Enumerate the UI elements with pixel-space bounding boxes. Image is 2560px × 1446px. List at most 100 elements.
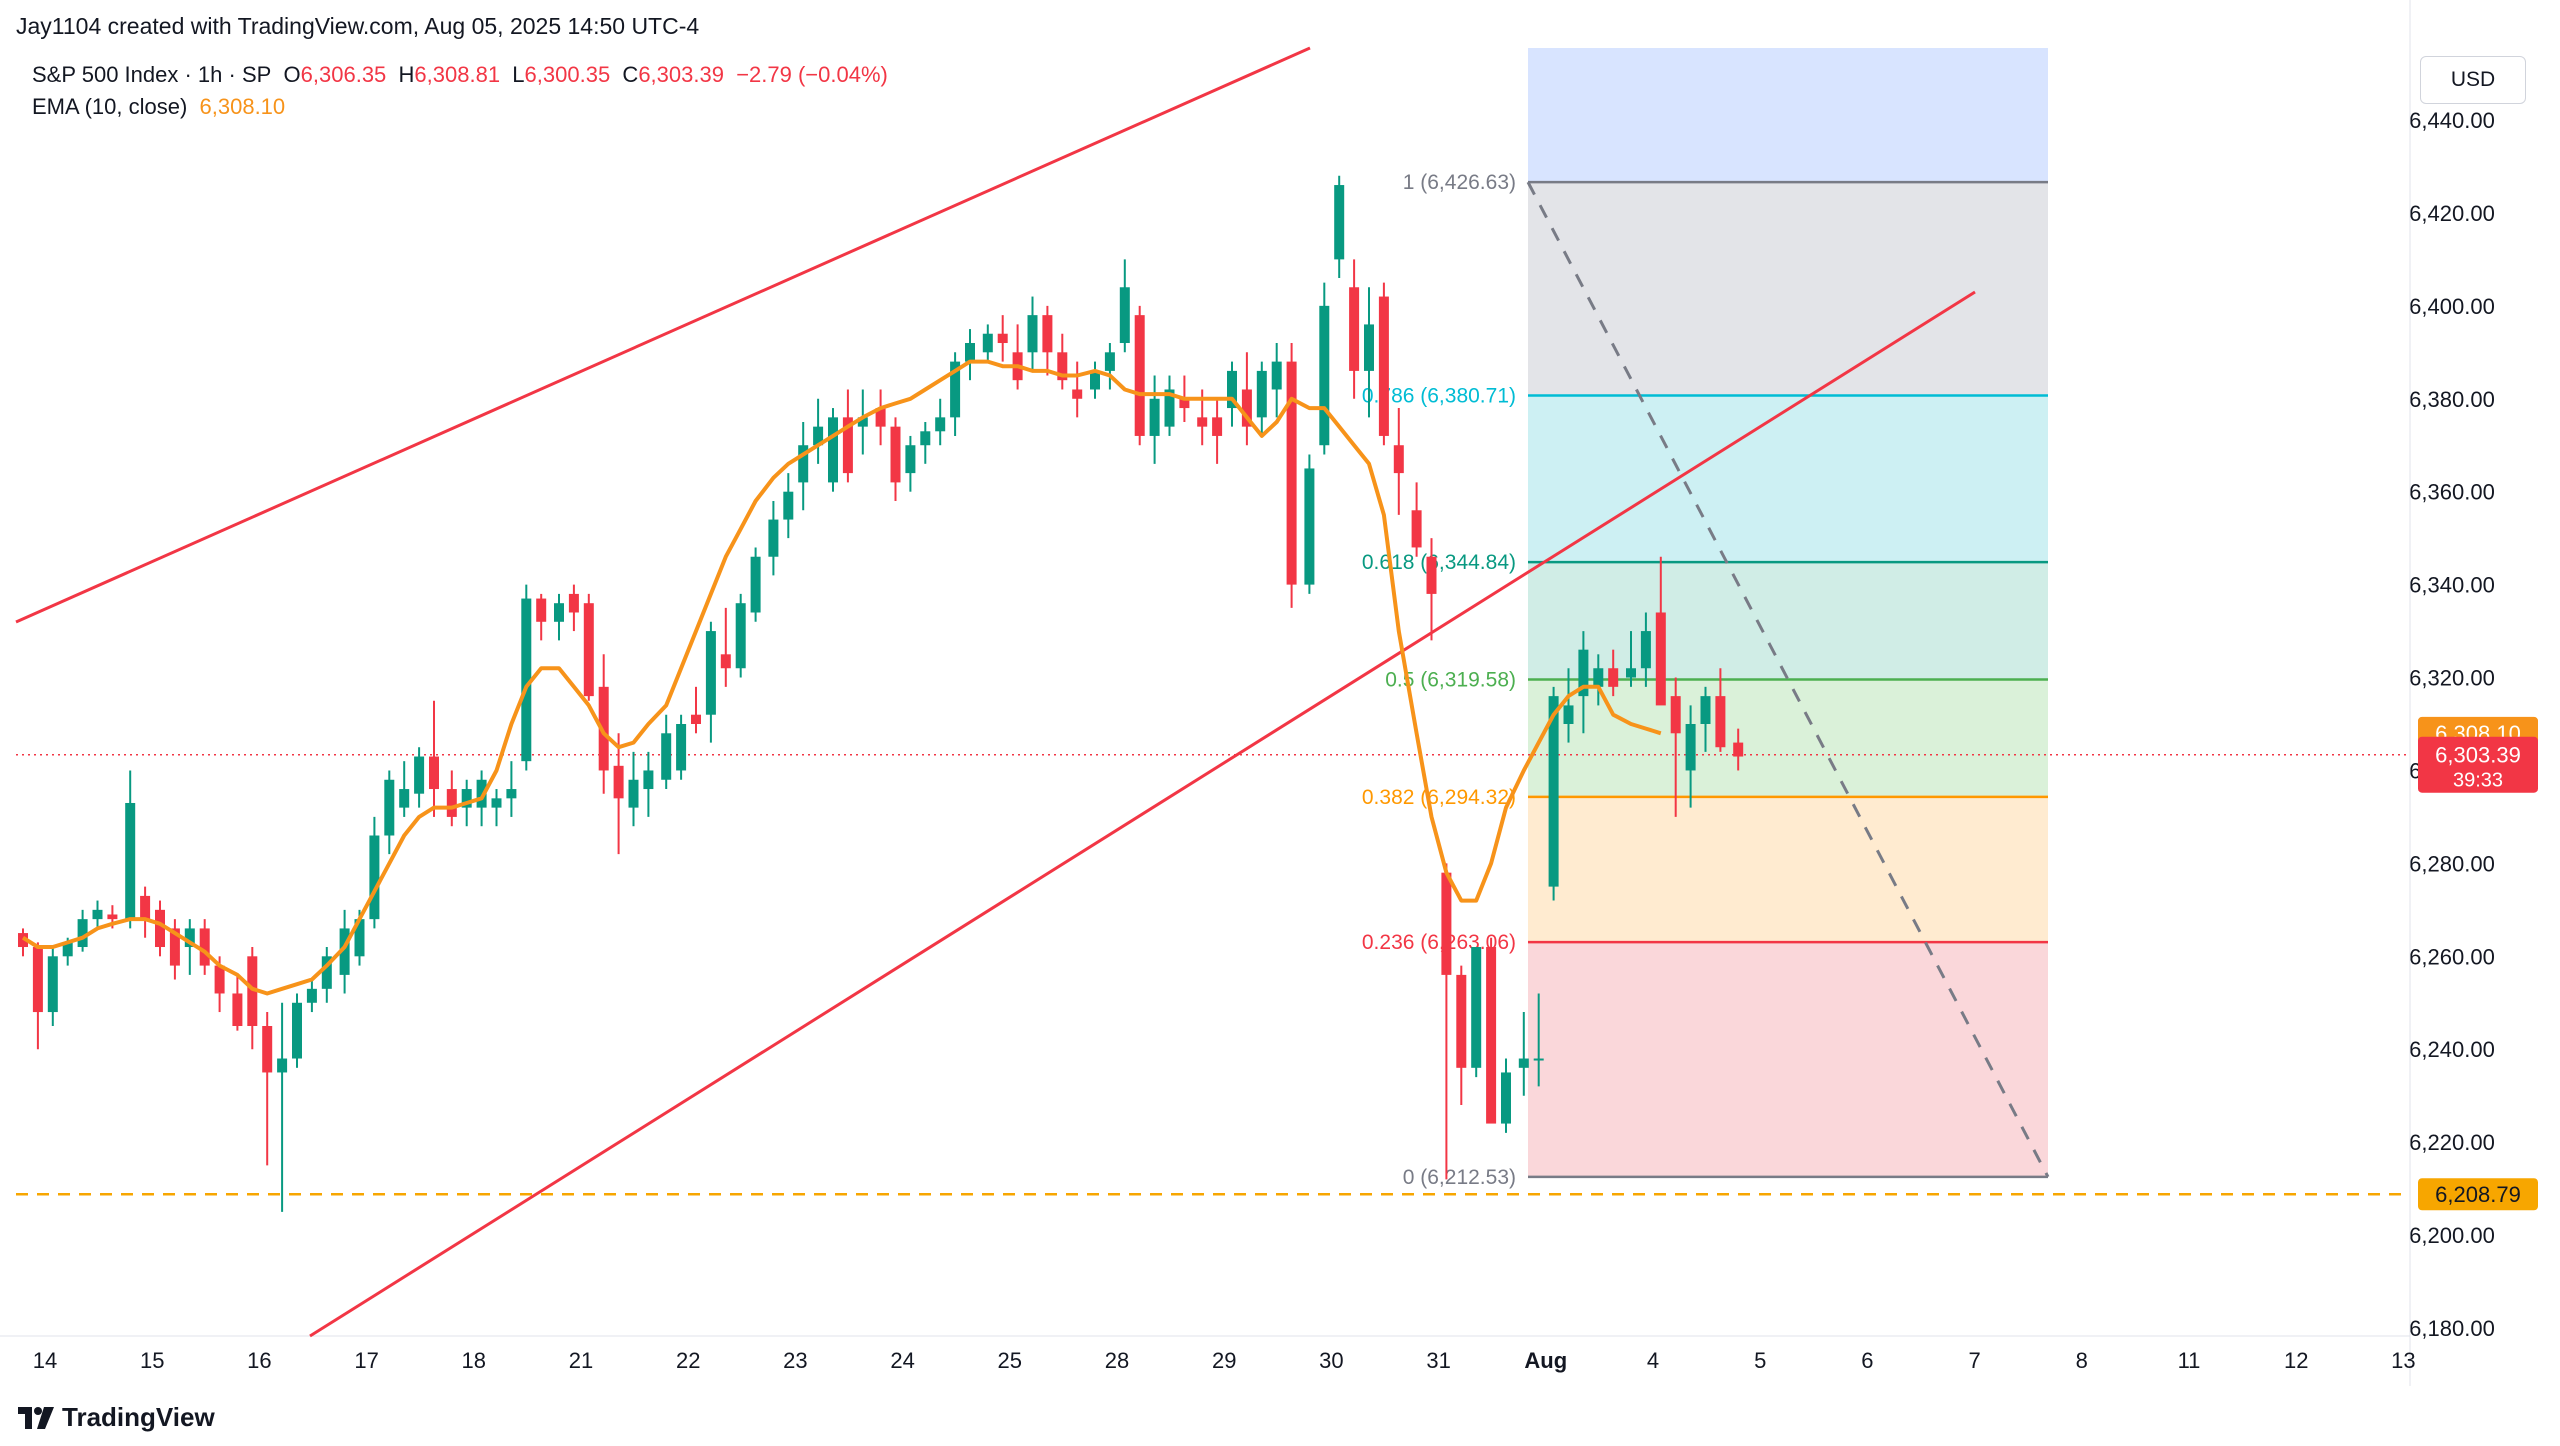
candle-body[interactable] [628,779,639,808]
candle-body[interactable] [890,426,901,483]
candle-body[interactable] [1700,696,1711,724]
candle-body[interactable] [1334,185,1345,260]
candle-body[interactable] [875,408,886,427]
candle-body[interactable] [32,947,43,1013]
candle-body[interactable] [735,603,746,669]
candle-body[interactable] [1349,287,1360,371]
candle-body[interactable] [661,733,672,780]
candle-body[interactable] [247,956,258,1026]
candle-body[interactable] [1304,468,1315,585]
candle-body[interactable] [1134,315,1145,436]
candle-body[interactable] [1271,361,1282,390]
candle-body[interactable] [1057,352,1068,381]
candle-body[interactable] [262,1026,273,1073]
ema-label[interactable]: EMA (10, close) [32,94,188,119]
candle-body[interactable] [568,593,579,613]
candle-body[interactable] [414,756,425,794]
candle-body[interactable] [1042,315,1053,353]
candle-body[interactable] [1486,947,1497,1124]
candle-body[interactable] [750,556,761,613]
candle-body[interactable] [47,956,58,1013]
candle-body[interactable] [292,1002,302,1059]
channel-lower-line[interactable] [309,290,1976,1338]
candle-body[interactable] [1411,510,1422,548]
candle-body[interactable] [232,993,243,1026]
candle-body[interactable] [1518,1058,1529,1068]
candle-body[interactable] [62,942,73,957]
candle-body[interactable] [842,417,853,474]
candle-body[interactable] [506,789,517,799]
candle-body[interactable] [676,724,687,771]
candle-body[interactable] [1563,705,1574,724]
channel-upper-line[interactable] [15,46,1311,624]
candle-body[interactable] [354,919,365,957]
candle-body[interactable] [705,631,716,715]
candle-body[interactable] [1364,324,1374,371]
candle-body[interactable] [935,417,946,432]
candle-body[interactable] [521,598,532,762]
candle-body[interactable] [1197,417,1208,427]
candle-body[interactable] [1640,631,1651,669]
candle-body[interactable] [997,333,1008,344]
candle-body[interactable] [1286,361,1297,585]
candle-body[interactable] [1072,389,1083,399]
candle-body[interactable] [169,928,180,966]
candle-body[interactable] [1626,668,1636,678]
candle-body[interactable] [1456,974,1467,1068]
candle-body[interactable] [598,686,609,771]
candle-body[interactable] [1104,352,1115,371]
candle-body[interactable] [1241,389,1252,427]
candle-body[interactable] [1548,696,1559,887]
candle-body[interactable] [1256,370,1267,418]
candle-body[interactable] [399,789,410,808]
candle-body[interactable] [1733,742,1744,757]
candle-body[interactable] [536,598,547,622]
candle-body[interactable] [720,654,731,669]
candle-body[interactable] [643,770,654,790]
candle-body[interactable] [1441,872,1452,975]
candle-body[interactable] [1501,1072,1511,1124]
candle-body[interactable] [1212,417,1223,436]
symbol-name[interactable]: S&P 500 Index · 1h · SP [32,62,272,87]
candle-body[interactable] [369,835,380,920]
candle-body[interactable] [321,956,332,989]
candle-body[interactable] [813,426,824,446]
candle-body[interactable] [1655,612,1666,706]
candle-body[interactable] [1715,696,1726,748]
candle-body[interactable] [429,756,439,790]
candle-body[interactable] [1164,389,1175,427]
candle-body[interactable] [554,603,564,622]
candle-body[interactable] [950,361,961,418]
candle-body[interactable] [476,779,487,808]
candle-body[interactable] [461,789,472,808]
candle-body[interactable] [339,928,350,975]
candle-body[interactable] [1533,1058,1544,1061]
candle-body[interactable] [184,928,195,948]
candle-body[interactable] [857,417,868,427]
candle-body[interactable] [1319,305,1330,446]
candle-body[interactable] [828,417,838,483]
candle-body[interactable] [1608,668,1619,687]
candle-body[interactable] [982,333,993,353]
candle-body[interactable] [384,779,395,836]
candle-body[interactable] [1227,370,1237,409]
candle-body[interactable] [798,445,809,483]
candle-body[interactable] [306,988,317,1003]
candle-body[interactable] [77,919,88,948]
candle-body[interactable] [1119,287,1130,344]
currency-button[interactable]: USD [2420,56,2526,104]
candle-body[interactable] [1090,370,1100,390]
candle-body[interactable] [125,802,136,920]
candle-body[interactable] [905,445,916,474]
candle-body[interactable] [1578,649,1589,697]
candle-body[interactable] [1179,398,1190,409]
candle-body[interactable] [1393,445,1404,474]
candle-body[interactable] [920,431,931,446]
candle-body[interactable] [965,343,975,362]
candle-body[interactable] [277,1058,288,1073]
candle-body[interactable] [140,895,151,920]
candle-body[interactable] [214,965,225,994]
candle-body[interactable] [1471,947,1482,1068]
ema-line[interactable] [21,359,1662,996]
